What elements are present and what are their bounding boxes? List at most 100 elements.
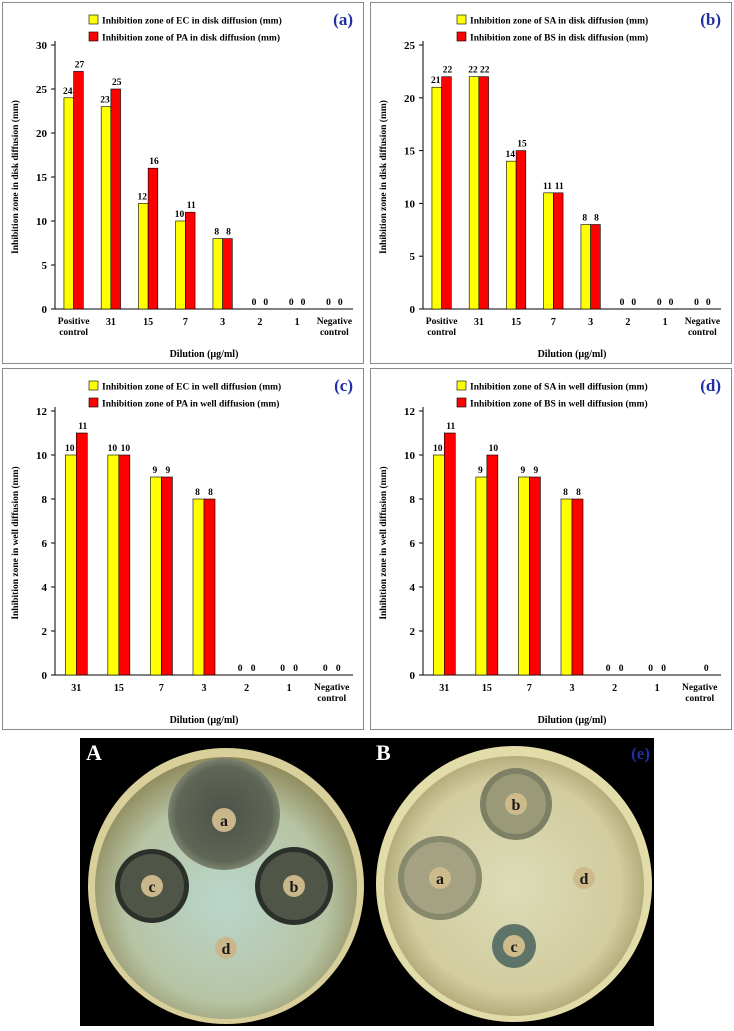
panel-tag: (b) xyxy=(700,10,721,29)
data-label: 0 xyxy=(289,298,294,308)
data-label: 8 xyxy=(214,228,219,238)
bar xyxy=(107,454,120,676)
data-label: 11 xyxy=(543,182,552,192)
x-tick-label: 31 xyxy=(106,317,116,328)
y-tick-label: 10 xyxy=(36,216,48,228)
x-tick-label: 15 xyxy=(143,317,153,328)
x-tick-label: 7 xyxy=(183,317,188,328)
data-label: 0 xyxy=(238,664,243,674)
bar xyxy=(506,160,517,310)
x-tick-label-line1: Positive xyxy=(58,317,90,327)
data-label: 11 xyxy=(555,182,564,192)
bar xyxy=(222,238,233,310)
x-tick-label: 3 xyxy=(202,683,207,694)
panel-tag: (d) xyxy=(700,376,721,395)
data-label: 0 xyxy=(669,298,674,308)
bar xyxy=(110,88,121,310)
x-tick-label-line1: Positive xyxy=(426,317,458,327)
data-label: 9 xyxy=(166,466,171,476)
y-tick-label: 4 xyxy=(410,582,416,594)
chart-b-svg: (b) Inhibition zone of SA in disk diffusi… xyxy=(378,10,721,360)
x-tick-label: 1 xyxy=(663,317,668,328)
legend-swatch-0 xyxy=(88,14,99,25)
y-tick-label: 10 xyxy=(404,450,416,462)
y-tick-label: 0 xyxy=(42,670,48,682)
data-label: 0 xyxy=(326,298,331,308)
data-label: 0 xyxy=(694,298,699,308)
legend-label-1: Inhibition zone of PA in disk diffusion … xyxy=(102,33,280,44)
data-label: 21 xyxy=(431,76,441,86)
x-tick-label: 7 xyxy=(159,683,164,694)
data-label: 10 xyxy=(121,444,131,454)
data-label: 10 xyxy=(489,444,499,454)
x-tick-label-line1: Negative xyxy=(314,683,349,693)
data-label: 0 xyxy=(336,664,341,674)
plate-b-label: B xyxy=(376,740,391,765)
x-tick-label-line2: control xyxy=(320,328,349,338)
x-tick-label: 2 xyxy=(625,317,630,328)
data-label: 8 xyxy=(563,488,568,498)
bar xyxy=(529,476,541,676)
data-label: 9 xyxy=(521,466,526,476)
y-tick-label: 30 xyxy=(36,40,48,52)
bar xyxy=(147,167,159,310)
y-tick-label: 12 xyxy=(36,406,48,418)
legend-label-0: Inhibition zone of SA in disk diffusion … xyxy=(470,16,648,27)
bar xyxy=(64,454,77,676)
data-label: 0 xyxy=(251,664,256,674)
plate-a-well-b xyxy=(283,875,305,897)
x-axis-label: Dilution (µg/ml) xyxy=(538,715,607,726)
data-label: 9 xyxy=(478,466,483,476)
plate-a-image: a b c d xyxy=(88,748,364,1024)
y-tick-label: 0 xyxy=(410,304,416,316)
data-label: 27 xyxy=(75,60,85,70)
bar xyxy=(73,71,84,310)
chart-c-svg: (c) Inhibition zone of EC in well diffusi… xyxy=(10,376,353,726)
y-tick-label: 25 xyxy=(404,40,416,52)
chart-panel-a: (a) Inhibition zone of EC in disk diffusi… xyxy=(2,2,364,364)
data-label: 0 xyxy=(631,298,636,308)
bar xyxy=(515,150,527,310)
y-tick-label: 2 xyxy=(410,626,416,638)
y-tick-label: 20 xyxy=(36,128,48,140)
data-label: 22 xyxy=(468,66,478,76)
y-tick-label: 25 xyxy=(36,84,48,96)
legend-swatch-0 xyxy=(456,380,467,391)
bar xyxy=(478,76,489,310)
bar xyxy=(518,476,530,676)
data-label: 22 xyxy=(480,66,490,76)
x-tick-label: 2 xyxy=(612,683,617,694)
data-label: 15 xyxy=(517,140,527,150)
bar xyxy=(571,498,584,676)
x-tick-label: 15 xyxy=(482,683,492,694)
x-tick-label: 1 xyxy=(655,683,660,694)
y-tick-label: 20 xyxy=(404,93,416,105)
bar xyxy=(161,476,173,676)
data-label: 10 xyxy=(65,444,75,454)
plate-b-well-b xyxy=(505,793,527,815)
data-label: 0 xyxy=(280,664,285,674)
plate-a-well-c xyxy=(141,875,163,897)
panel-tag: (c) xyxy=(334,376,353,395)
data-label: 22 xyxy=(443,66,453,76)
x-tick-label: 1 xyxy=(287,683,292,694)
bar xyxy=(486,454,499,676)
x-tick-label: 15 xyxy=(114,683,124,694)
chart-panel-d: (d) Inhibition zone of SA in well diffusi… xyxy=(370,368,732,730)
x-tick-label: 7 xyxy=(551,317,556,328)
data-label: 8 xyxy=(195,488,200,498)
y-tick-label: 0 xyxy=(410,670,416,682)
chart-panel-b: (b) Inhibition zone of SA in disk diffusi… xyxy=(370,2,732,364)
x-axis-label: Dilution (µg/ml) xyxy=(170,349,239,360)
y-tick-label: 15 xyxy=(404,146,416,158)
x-tick-label: 15 xyxy=(511,317,521,328)
data-label: 0 xyxy=(661,664,666,674)
bar xyxy=(431,86,442,310)
legend-label-1: Inhibition zone of BS in well diffusion … xyxy=(470,399,648,410)
bar xyxy=(100,106,112,310)
legend-swatch-1 xyxy=(456,397,467,408)
plate-b-well-c xyxy=(503,935,525,957)
chart-a-svg: (a) Inhibition zone of EC in disk diffusi… xyxy=(10,10,353,360)
bar xyxy=(560,498,573,676)
plate-a-well-a xyxy=(212,808,236,832)
